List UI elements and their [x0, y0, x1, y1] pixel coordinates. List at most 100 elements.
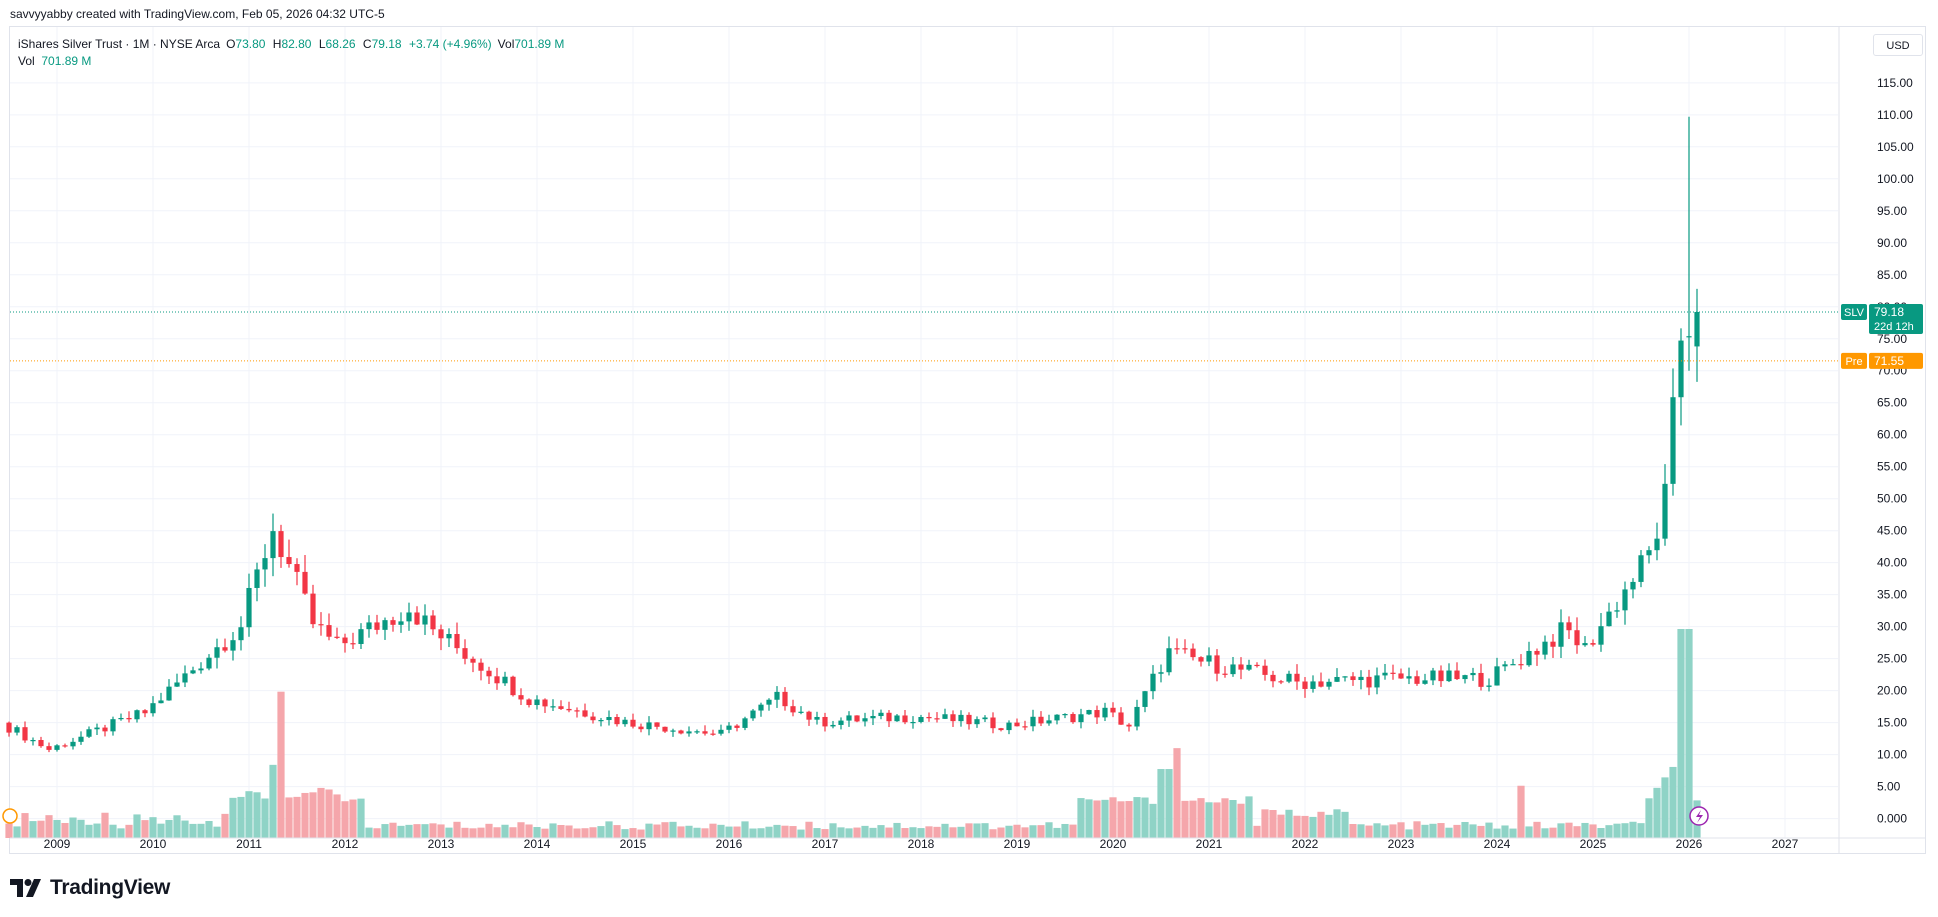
candle-body: [22, 727, 28, 741]
volume-bar: [1349, 824, 1357, 838]
volume-bar: [1165, 769, 1173, 838]
volume-bar: [325, 789, 333, 838]
y-tick-label: 65.00: [1877, 396, 1907, 410]
volume-bar: [525, 824, 533, 838]
candle-body: [166, 686, 172, 701]
y-tick-label: 5.00: [1877, 780, 1901, 794]
candle-body: [1534, 650, 1540, 655]
volume-bar: [1133, 797, 1141, 838]
volume-bar: [869, 827, 877, 838]
candle-body: [6, 722, 12, 733]
volume-bar: [1173, 748, 1181, 838]
volume-bar: [893, 822, 901, 838]
volume-bar: [1205, 802, 1213, 838]
x-tick-label: 2015: [620, 837, 647, 851]
candle-body: [1166, 648, 1172, 673]
premarket-tag-value-bg: [1869, 352, 1923, 369]
volume-bar: [845, 828, 853, 838]
y-tick-label: 45.00: [1877, 524, 1907, 538]
volume-bar: [1141, 797, 1149, 838]
volume-bar: [1117, 801, 1125, 838]
x-tick-label: 2012: [332, 837, 359, 851]
candle-body: [318, 624, 324, 626]
high-value: 82.80: [281, 37, 312, 51]
candle-body: [1622, 589, 1628, 611]
candle-body: [502, 676, 508, 684]
candle-body: [510, 676, 516, 696]
symbol-legend: iShares Silver Trust · 1M · NYSE Arca O73…: [18, 36, 564, 70]
candle-body: [1046, 720, 1052, 724]
volume-bar: [605, 821, 613, 838]
volume-bar: [781, 825, 789, 838]
volume-bar: [549, 823, 557, 838]
candle-body: [70, 741, 76, 747]
candle-body: [742, 718, 748, 728]
candle-body: [1326, 681, 1332, 687]
volume-bar: [725, 826, 733, 838]
candle-body: [910, 721, 916, 724]
candle-body: [414, 612, 420, 625]
candle-body: [62, 745, 68, 747]
candle-body: [1118, 712, 1124, 725]
candle-body: [1310, 681, 1316, 689]
volume-bar: [1253, 825, 1261, 838]
candle-body: [134, 710, 140, 720]
candle-body: [238, 627, 244, 641]
candle-body: [1374, 675, 1380, 688]
volume-bar: [229, 797, 237, 838]
candle-body: [310, 593, 316, 625]
tradingview-logo-icon: [10, 879, 41, 897]
volume-bar: [1277, 814, 1285, 838]
last-price-tag-value: 79.18: [1874, 305, 1904, 319]
volume-bar: [1325, 814, 1333, 838]
volume-bar: [373, 828, 381, 838]
volume-bar: [1125, 801, 1133, 838]
volume-bar: [1565, 822, 1573, 838]
volume-bar: [693, 827, 701, 838]
candle-body: [462, 648, 468, 659]
candle-body: [374, 622, 380, 630]
candle-body: [526, 699, 532, 706]
currency-button[interactable]: USD: [1873, 34, 1923, 56]
candle-body: [550, 706, 556, 708]
candle-body: [494, 676, 500, 684]
volume-bar: [309, 792, 317, 838]
volume-bar: [1581, 822, 1589, 838]
candle-body: [870, 716, 876, 719]
x-tick-label: 2013: [428, 837, 455, 851]
volume-bar: [165, 819, 173, 838]
volume-bar: [1629, 821, 1637, 838]
last-price-tag-bg: [1869, 304, 1923, 335]
tradingview-logo[interactable]: TradingView: [10, 876, 170, 900]
candle-body: [118, 717, 124, 720]
candle-body: [1078, 714, 1084, 723]
volume-bar: [85, 824, 93, 838]
volume-bar: [1285, 809, 1293, 838]
dividend-marker-icon: [2, 808, 18, 824]
volume-bar: [125, 824, 133, 838]
volume-bar: [1221, 798, 1229, 838]
candle-body: [478, 662, 484, 671]
candle-body: [1246, 664, 1252, 670]
volume-bar: [349, 799, 357, 838]
y-tick-label: 55.00: [1877, 460, 1907, 474]
candle-body: [1654, 538, 1660, 551]
volume-bar: [853, 827, 861, 838]
candle-body: [830, 724, 836, 727]
volume-bar: [453, 821, 461, 838]
volume-bar: [1085, 799, 1093, 838]
candle-body: [942, 714, 948, 719]
candle-body: [54, 745, 60, 750]
volume-bar: [317, 787, 325, 838]
x-tick-label: 2016: [716, 837, 743, 851]
volume-bar: [1669, 766, 1677, 838]
symbol-name[interactable]: iShares Silver Trust · 1M · NYSE Arca: [18, 37, 221, 51]
candle-body: [1566, 622, 1572, 631]
candle-body: [1150, 673, 1156, 692]
volume-bar: [949, 827, 957, 838]
y-tick-label: 60.00: [1877, 428, 1907, 442]
candle-body: [1270, 674, 1276, 682]
volume-bar: [669, 821, 677, 838]
volume-bar: [621, 829, 629, 838]
